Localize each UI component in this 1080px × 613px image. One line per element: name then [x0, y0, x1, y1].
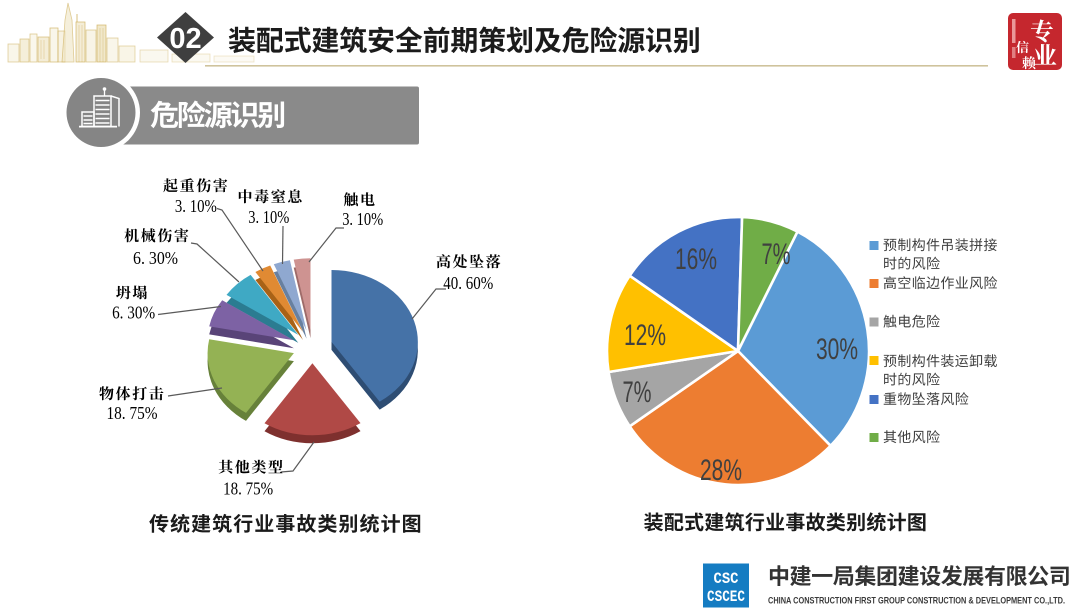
svg-text:CHINA CONSTRUCTION FIRST GROUP: CHINA CONSTRUCTION FIRST GROUP CONSTRUCT…: [768, 596, 1065, 606]
svg-text:12%: 12%: [624, 319, 666, 352]
svg-text:18. 75%: 18. 75%: [223, 479, 273, 499]
svg-text:3. 10%: 3. 10%: [342, 209, 383, 229]
svg-text:3. 10%: 3. 10%: [175, 196, 217, 216]
svg-text:6. 30%: 6. 30%: [133, 248, 178, 268]
svg-text:16%: 16%: [675, 243, 717, 276]
svg-text:7%: 7%: [762, 238, 791, 271]
svg-text:CSCEC: CSCEC: [707, 588, 745, 606]
svg-text:28%: 28%: [700, 454, 742, 487]
svg-text:18. 75%: 18. 75%: [107, 403, 158, 423]
svg-text:6. 30%: 6. 30%: [112, 303, 155, 323]
svg-text:40. 60%: 40. 60%: [443, 273, 493, 293]
svg-text:7%: 7%: [623, 376, 652, 409]
svg-text:CSC: CSC: [714, 570, 739, 588]
svg-text:3. 10%: 3. 10%: [248, 207, 289, 227]
svg-text:30%: 30%: [816, 333, 858, 366]
svg-text:02: 02: [169, 23, 201, 55]
